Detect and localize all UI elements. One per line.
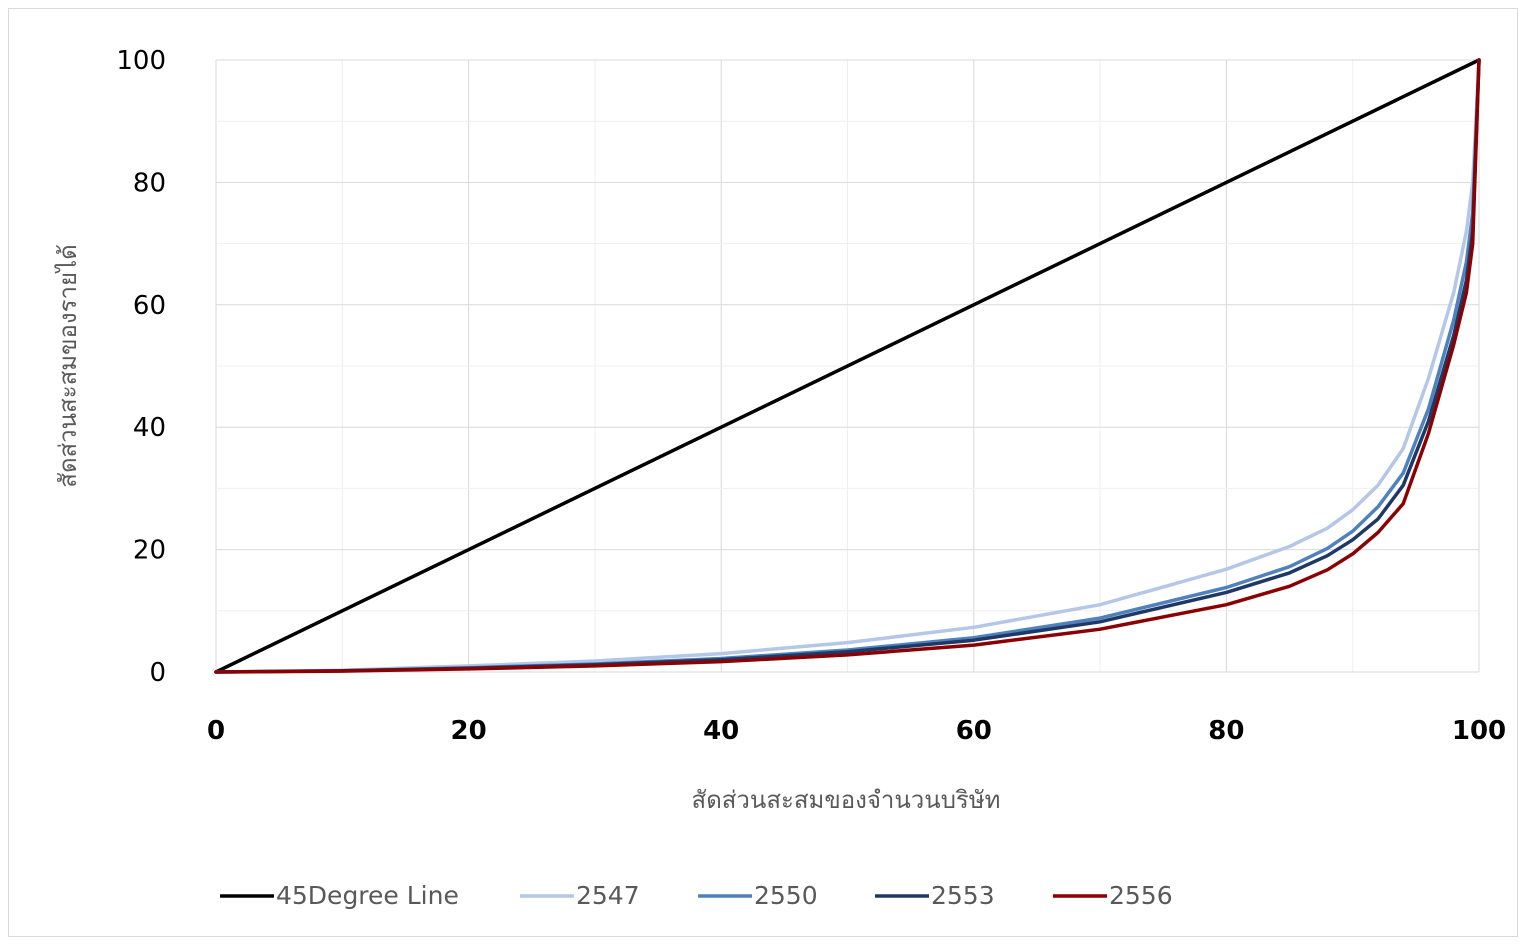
ticks-layer: 0 20 40 60 80 100 0 20 40 60 80 100 (116, 46, 1506, 746)
x-tick-label: 40 (703, 716, 739, 746)
y-tick-label: 20 (133, 536, 166, 566)
x-tick-label: 80 (1208, 716, 1244, 746)
legend: 45Degree Line 2547 2550 2553 2556 (220, 881, 1173, 910)
chart-frame (8, 8, 1518, 937)
x-tick-label: 20 (451, 716, 487, 746)
series-line-2547 (214, 58, 1481, 674)
legend-label: 2553 (931, 881, 995, 910)
x-tick-label: 100 (1452, 716, 1506, 746)
y-axis-title: สัดส่วนสะสมของรายได้ (54, 244, 82, 487)
series-layer (214, 58, 1481, 674)
y-tick-label: 100 (116, 46, 166, 76)
y-tick-label: 40 (133, 413, 166, 443)
series-line-2556 (214, 58, 1481, 674)
grid-layer (215, 59, 1480, 673)
series-line-45degree-line (214, 58, 1481, 674)
x-tick-label: 0 (207, 716, 225, 746)
y-tick-label: 60 (133, 291, 166, 321)
y-tick-label: 0 (149, 658, 166, 688)
x-axis-title: สัดส่วนสะสมของจำนวนบริษัท (692, 786, 1001, 814)
legend-label: 2556 (1109, 881, 1173, 910)
legend-label: 45Degree Line (276, 881, 459, 910)
legend-label: 2547 (576, 881, 640, 910)
legend-label: 2550 (754, 881, 818, 910)
y-tick-label: 80 (133, 168, 166, 198)
x-tick-label: 60 (956, 716, 992, 746)
